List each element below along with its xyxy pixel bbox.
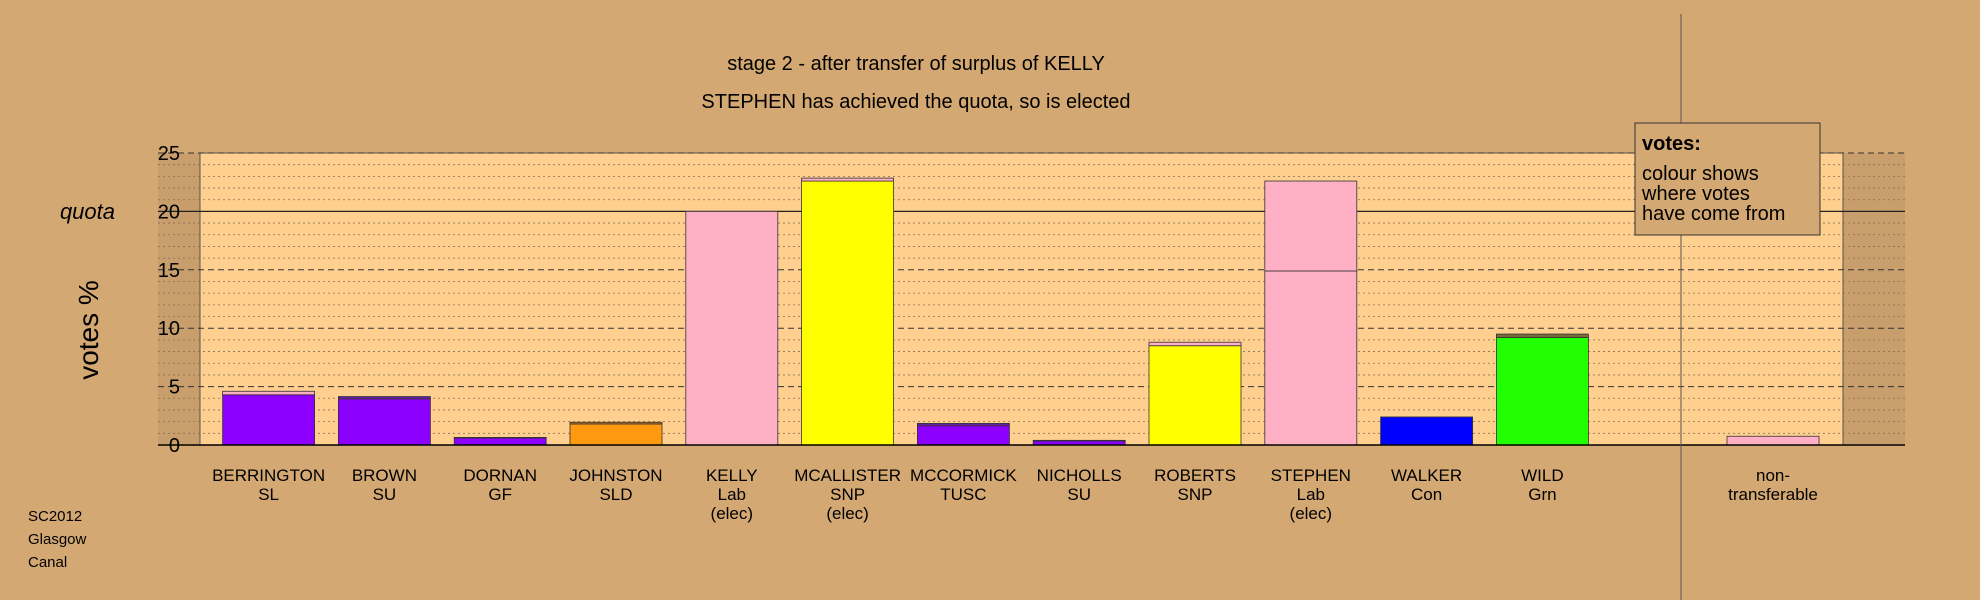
legend-line: colour shows [1642,163,1759,185]
chart-title: stage 2 - after transfer of surplus of K… [727,53,1105,75]
gridlines [158,152,1905,434]
bar-segment [1148,341,1242,347]
candidate-party: Grn [1528,485,1556,504]
y-axis-label: votes % [73,280,104,380]
bar [801,180,894,446]
candidate-name: STEPHEN [1271,466,1351,485]
bar [1726,435,1820,446]
candidate-party: SU [1067,485,1091,504]
plot-background [158,152,1905,446]
y-tick-label: 5 [169,377,180,399]
bar [1380,416,1473,446]
y-tick-label: 0 [169,435,180,457]
bar-segment [569,421,663,425]
bar [685,210,779,446]
candidate-status: (elec) [711,504,754,523]
footer-line: SC2012 [28,508,82,525]
candidate-party: Con [1411,485,1442,504]
bar [569,423,663,446]
bar [917,425,1010,446]
candidate-party: SNP [830,485,865,504]
bar-segment [222,390,316,396]
candidate-name: DORNAN [463,466,537,485]
candidate-name: BERRINGTON [212,466,325,485]
legend-line: have come from [1642,203,1785,225]
footer-line: Glasgow [28,531,87,548]
candidate-party: Lab [718,485,746,504]
footer-line: Canal [28,554,67,571]
candidate-name: ROBERTS [1154,466,1236,485]
candidate-name: BROWN [352,466,417,485]
nontransferable-label: transferable [1728,485,1818,504]
y-tick-label: 25 [158,143,180,165]
bar [1496,337,1589,446]
y-tick-label: 20 [158,201,180,223]
bar [453,437,547,446]
bar-segment [1032,439,1126,442]
chart-subtitle: STEPHEN has achieved the quota, so is el… [701,91,1130,113]
bar [1148,345,1242,446]
candidate-party: GF [488,485,512,504]
bar [337,398,431,446]
legend-line: where votes [1641,183,1750,205]
axes: 0 5 10 15 20 25 [158,14,1905,600]
bar-segment [801,177,894,182]
plot-area [199,152,1844,446]
candidate-name: MCALLISTER [794,466,901,485]
bar-segment [1264,180,1358,272]
candidate-party: TUSC [940,485,986,504]
legend-heading: votes: [1642,133,1701,155]
candidate-name: WILD [1521,466,1564,485]
bar-segment [453,437,547,439]
candidate-status: (elec) [1290,504,1333,523]
bar-segment [1496,333,1589,338]
candidate-labels: BERRINGTONSLBROWNSUDORNANGFJOHNSTONSLDKE… [212,466,1818,523]
candidate-name: WALKER [1391,466,1462,485]
quota-label: quota [60,199,115,224]
bar-segment [337,396,431,400]
candidate-party: Lab [1297,485,1325,504]
nontransferable-label: non- [1756,466,1790,485]
bar [1264,270,1358,446]
bar [222,394,316,446]
y-tick-label: 10 [158,318,180,340]
candidate-party: SNP [1178,485,1213,504]
bar-segment [917,422,1010,427]
candidate-name: KELLY [706,466,758,485]
candidate-name: JOHNSTON [569,466,662,485]
candidate-name: NICHOLLS [1037,466,1122,485]
candidate-party: SLD [599,485,632,504]
candidate-party: SL [258,485,279,504]
candidate-status: (elec) [826,504,869,523]
legend-box: votes: colour shows where votes have com… [1634,122,1821,236]
y-tick-label: 15 [158,260,180,282]
candidate-name: MCCORMICK [910,466,1017,485]
candidate-party: SU [373,485,397,504]
bars [222,177,1820,446]
